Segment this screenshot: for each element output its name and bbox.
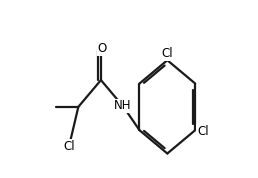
Text: NH: NH [114,100,131,112]
Text: Cl: Cl [197,125,209,138]
Text: Cl: Cl [64,140,75,153]
Text: O: O [98,42,107,55]
Text: Cl: Cl [162,47,173,60]
